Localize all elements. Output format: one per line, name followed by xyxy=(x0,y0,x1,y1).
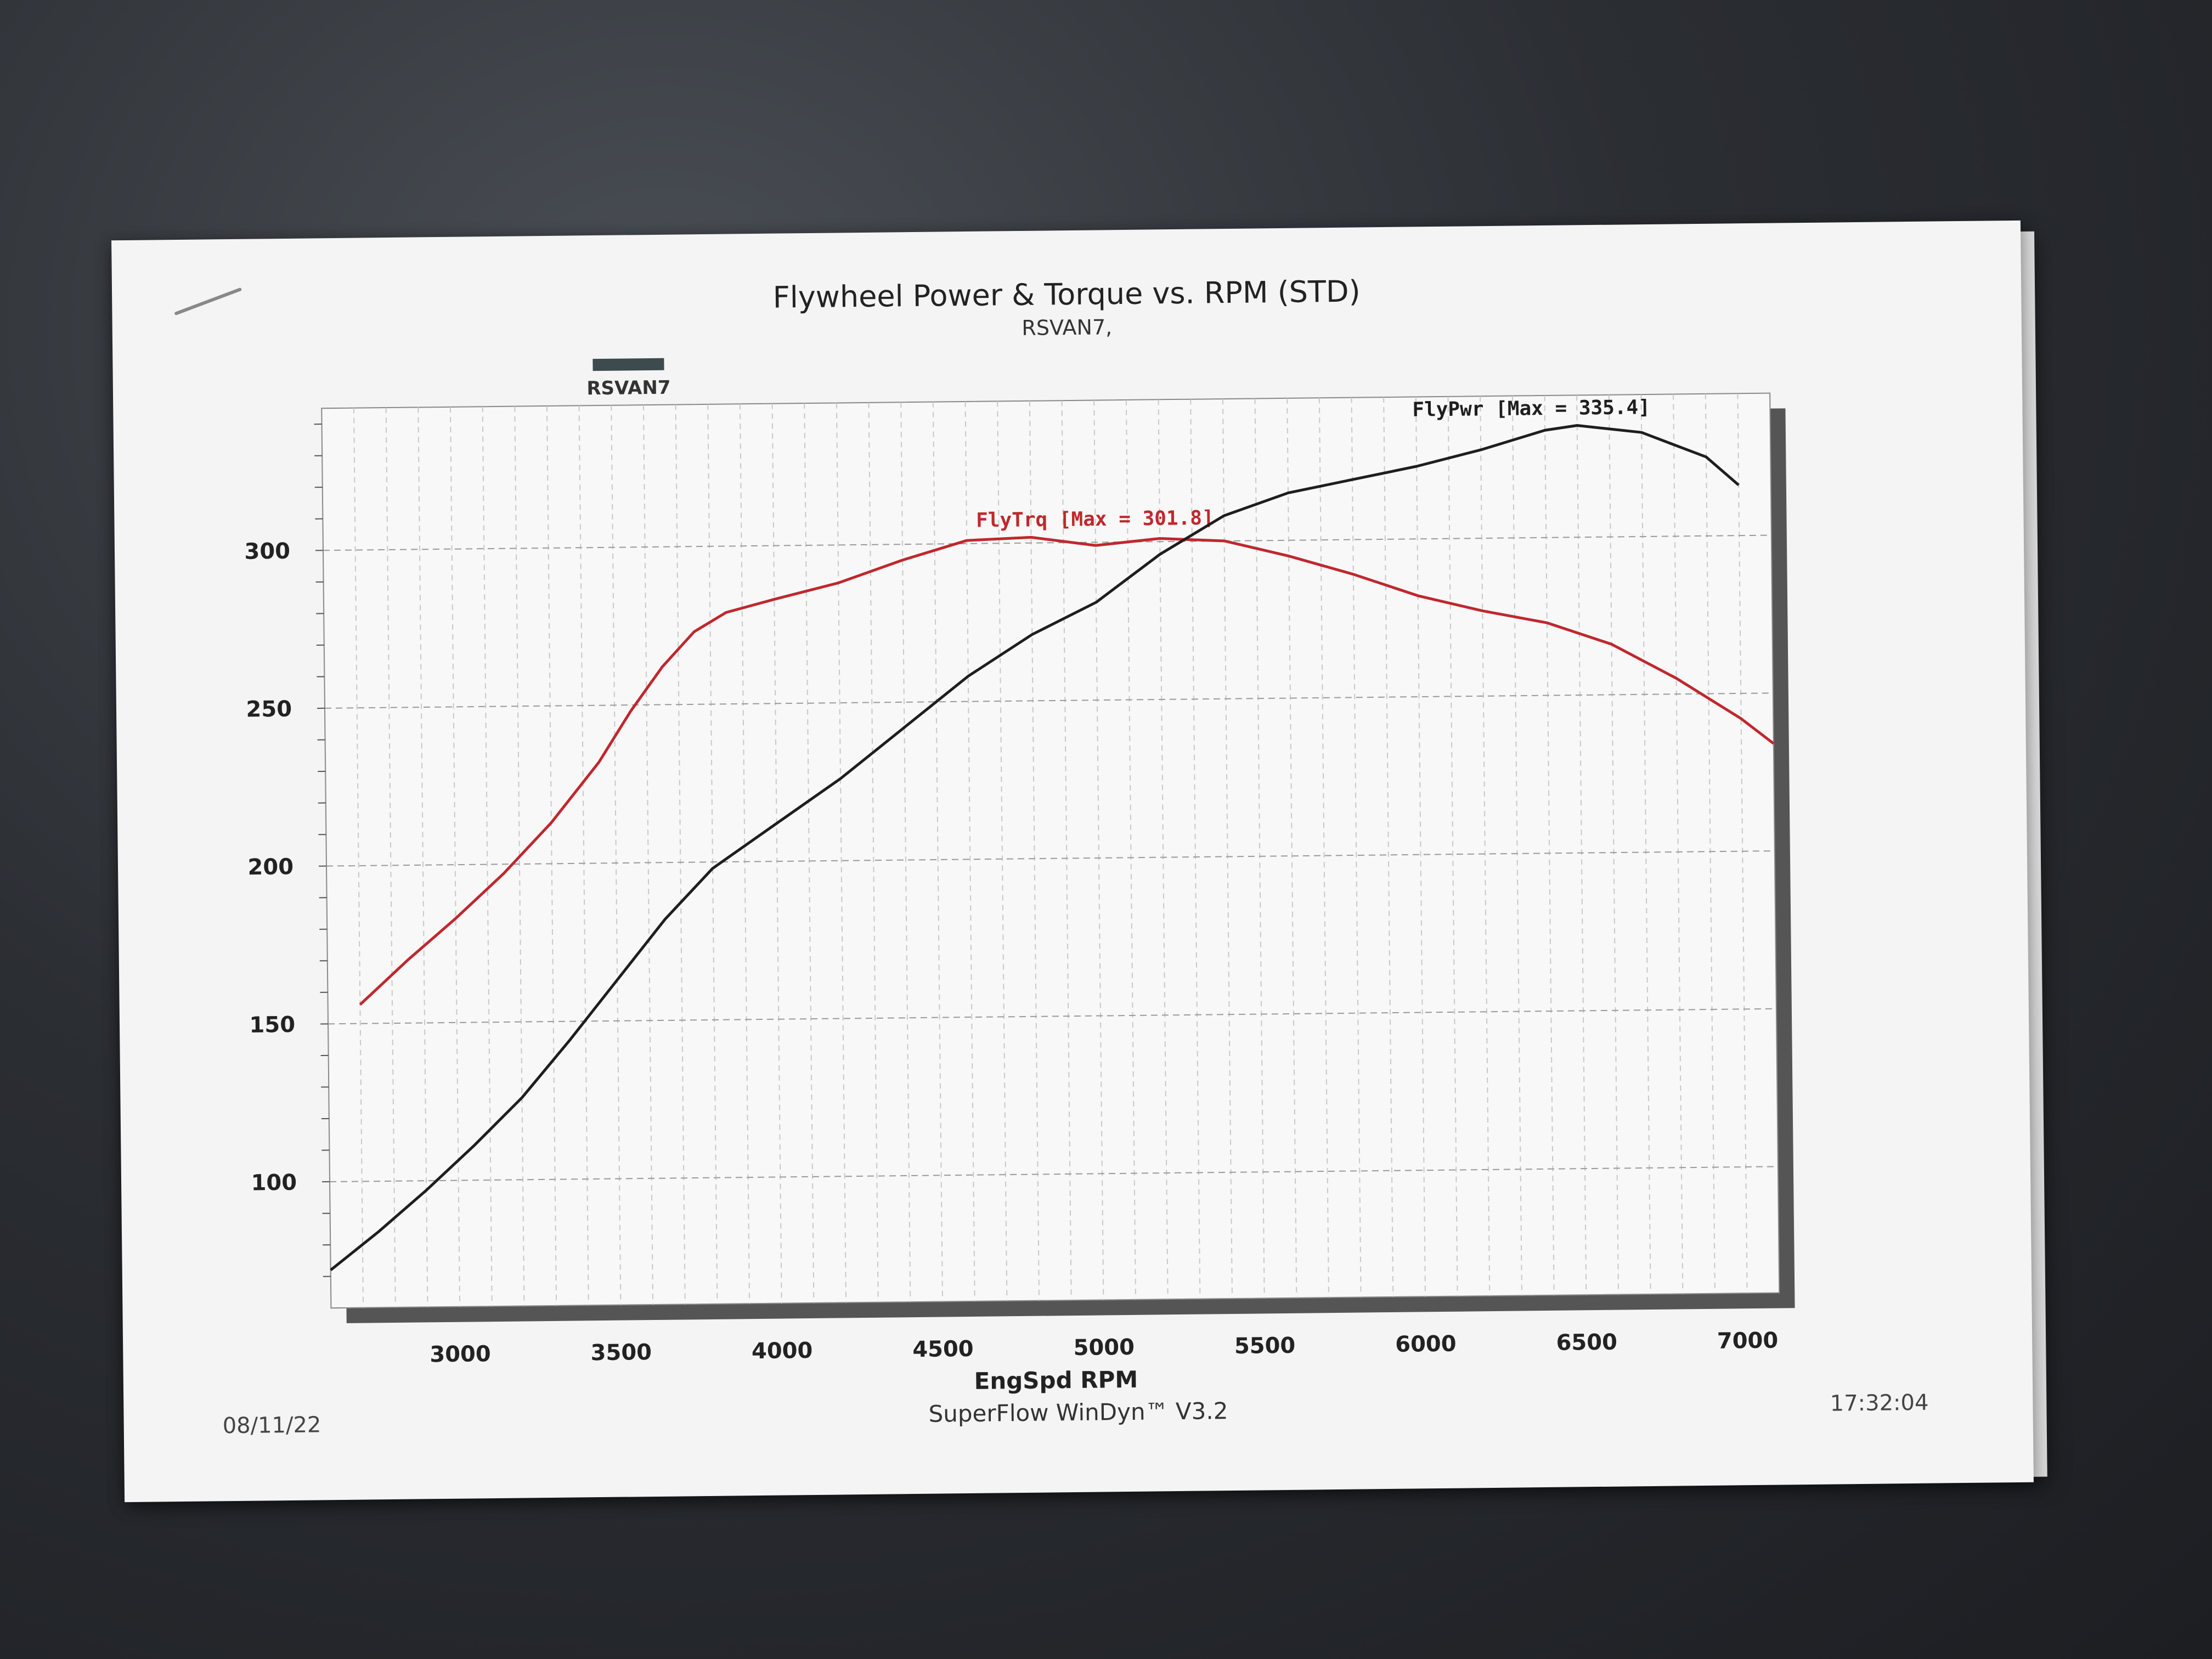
grid-line-vertical xyxy=(836,403,847,1303)
grid-line-horizontal xyxy=(328,1008,1776,1025)
x-tick-label: 7000 xyxy=(1717,1328,1779,1354)
plot-area xyxy=(321,392,1780,1309)
x-tick-label: 5500 xyxy=(1234,1333,1296,1359)
x-axis-title: EngSpd RPM xyxy=(974,1366,1138,1395)
x-tick-label: 3000 xyxy=(430,1341,491,1367)
grid-line-vertical xyxy=(1480,396,1491,1296)
grid-line-vertical xyxy=(1447,396,1458,1296)
grid-line-horizontal xyxy=(330,1166,1778,1183)
x-tick-label: 5000 xyxy=(1073,1335,1135,1361)
grid-line-vertical xyxy=(1318,398,1330,1298)
grid-line-vertical xyxy=(1061,400,1072,1301)
grid-line-vertical xyxy=(675,404,686,1305)
grid-line-vertical xyxy=(353,408,364,1308)
grid-line-vertical xyxy=(932,402,944,1302)
grid-line-horizontal xyxy=(323,534,1771,551)
series-line-flytrq xyxy=(359,535,1775,1006)
grid-line-vertical xyxy=(1544,395,1555,1295)
y-tick-label: 200 xyxy=(247,854,294,880)
grid-line-vertical xyxy=(1608,394,1619,1295)
grid-line-horizontal xyxy=(326,850,1775,867)
grid-line-vertical xyxy=(578,405,589,1306)
grid-line-vertical xyxy=(1705,393,1716,1294)
grid-line-vertical xyxy=(1640,394,1651,1295)
series-label-flytrq: FlyTrq [Max = 301.8] xyxy=(976,507,1214,532)
series-label-flypwr: FlyPwr [Max = 335.4] xyxy=(1412,396,1650,421)
grid-line-vertical xyxy=(482,407,493,1307)
dyno-chart: 100 150 200 250 300 3000 3500 4000 4500 5000 5500 6… xyxy=(244,392,1795,1395)
grid-line-vertical xyxy=(1093,400,1104,1300)
grid-line-vertical xyxy=(546,405,557,1306)
x-tick-label: 6000 xyxy=(1395,1331,1457,1357)
grid-line-vertical xyxy=(1222,399,1233,1299)
grid-line-vertical xyxy=(1383,397,1394,1297)
grid-line-vertical xyxy=(868,402,879,1302)
grid-line-vertical xyxy=(964,401,975,1301)
grid-line-vertical xyxy=(739,404,751,1304)
y-tick-label: 250 xyxy=(246,697,292,723)
y-tick-label: 100 xyxy=(251,1170,297,1196)
grid-line-vertical xyxy=(1511,396,1522,1296)
grid-line-vertical xyxy=(1158,399,1169,1300)
grid-line-vertical xyxy=(1351,397,1362,1297)
grid-line-vertical xyxy=(449,407,461,1307)
grid-line-vertical xyxy=(1415,397,1426,1297)
series-line-flypwr xyxy=(330,424,1740,1272)
x-tick-label: 3500 xyxy=(590,1340,652,1365)
grid-line-vertical xyxy=(642,405,654,1305)
print-time: 17:32:04 xyxy=(1830,1390,1929,1417)
grid-line-vertical xyxy=(1737,393,1748,1294)
grid-line-vertical xyxy=(997,401,1008,1301)
grid-line-vertical xyxy=(1286,398,1297,1298)
x-tick-label: 4500 xyxy=(912,1336,974,1362)
grid-line-vertical xyxy=(804,403,815,1303)
grid-line-vertical xyxy=(1673,394,1684,1294)
grid-line-vertical xyxy=(1125,399,1137,1300)
grid-line-vertical xyxy=(1029,400,1040,1301)
y-tick-label: 150 xyxy=(249,1012,295,1038)
grid-line-vertical xyxy=(771,403,782,1304)
grid-line-vertical xyxy=(417,407,428,1307)
grid-line-vertical xyxy=(1190,399,1201,1299)
y-tick-label: 300 xyxy=(244,539,290,565)
grid-line-vertical xyxy=(611,405,622,1305)
x-tick-label: 6500 xyxy=(1556,1330,1617,1356)
grid-line-vertical xyxy=(1576,395,1587,1295)
x-tick-label: 4000 xyxy=(752,1338,813,1364)
printout-sheet: Flywheel Power & Torque vs. RPM (STD) RS… xyxy=(111,220,2034,1503)
grid-line-vertical xyxy=(900,402,911,1302)
grid-line-vertical xyxy=(707,404,718,1304)
grid-line-horizontal xyxy=(324,692,1773,709)
grid-line-vertical xyxy=(385,408,396,1307)
